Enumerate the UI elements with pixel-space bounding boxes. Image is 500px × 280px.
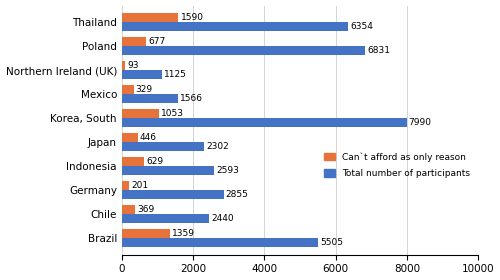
Bar: [122, 157, 144, 166]
Bar: [122, 190, 224, 199]
Bar: [122, 109, 160, 118]
Bar: [122, 61, 125, 70]
Text: 677: 677: [148, 37, 166, 46]
Bar: [122, 94, 178, 103]
Bar: [122, 85, 134, 94]
Bar: [122, 70, 162, 79]
Bar: [122, 238, 318, 247]
Bar: [122, 166, 214, 175]
Text: 1590: 1590: [180, 13, 204, 22]
Text: 2302: 2302: [206, 142, 229, 151]
Legend: Can`t afford as only reason, Total number of participants: Can`t afford as only reason, Total numbe…: [320, 149, 474, 181]
Bar: [122, 118, 406, 127]
Text: 2440: 2440: [211, 214, 234, 223]
Text: 329: 329: [136, 85, 153, 94]
Text: 1053: 1053: [162, 109, 184, 118]
Bar: [122, 13, 178, 22]
Text: 6354: 6354: [350, 22, 373, 31]
Bar: [122, 205, 135, 214]
Text: 369: 369: [137, 205, 154, 214]
Bar: [122, 181, 129, 190]
Bar: [122, 46, 365, 55]
Bar: [122, 22, 348, 31]
Bar: [122, 142, 204, 151]
Text: 7990: 7990: [408, 118, 432, 127]
Text: 6831: 6831: [368, 46, 390, 55]
Text: 629: 629: [146, 157, 164, 166]
Bar: [122, 229, 170, 238]
Bar: [122, 133, 138, 142]
Text: 2855: 2855: [226, 190, 248, 199]
Text: 93: 93: [127, 61, 138, 70]
Text: 2593: 2593: [216, 166, 239, 175]
Text: 201: 201: [131, 181, 148, 190]
Text: 1566: 1566: [180, 94, 203, 103]
Text: 5505: 5505: [320, 238, 343, 247]
Bar: [122, 214, 208, 223]
Text: 446: 446: [140, 133, 157, 142]
Text: 1359: 1359: [172, 229, 196, 238]
Text: 1125: 1125: [164, 70, 187, 79]
Bar: [122, 37, 146, 46]
